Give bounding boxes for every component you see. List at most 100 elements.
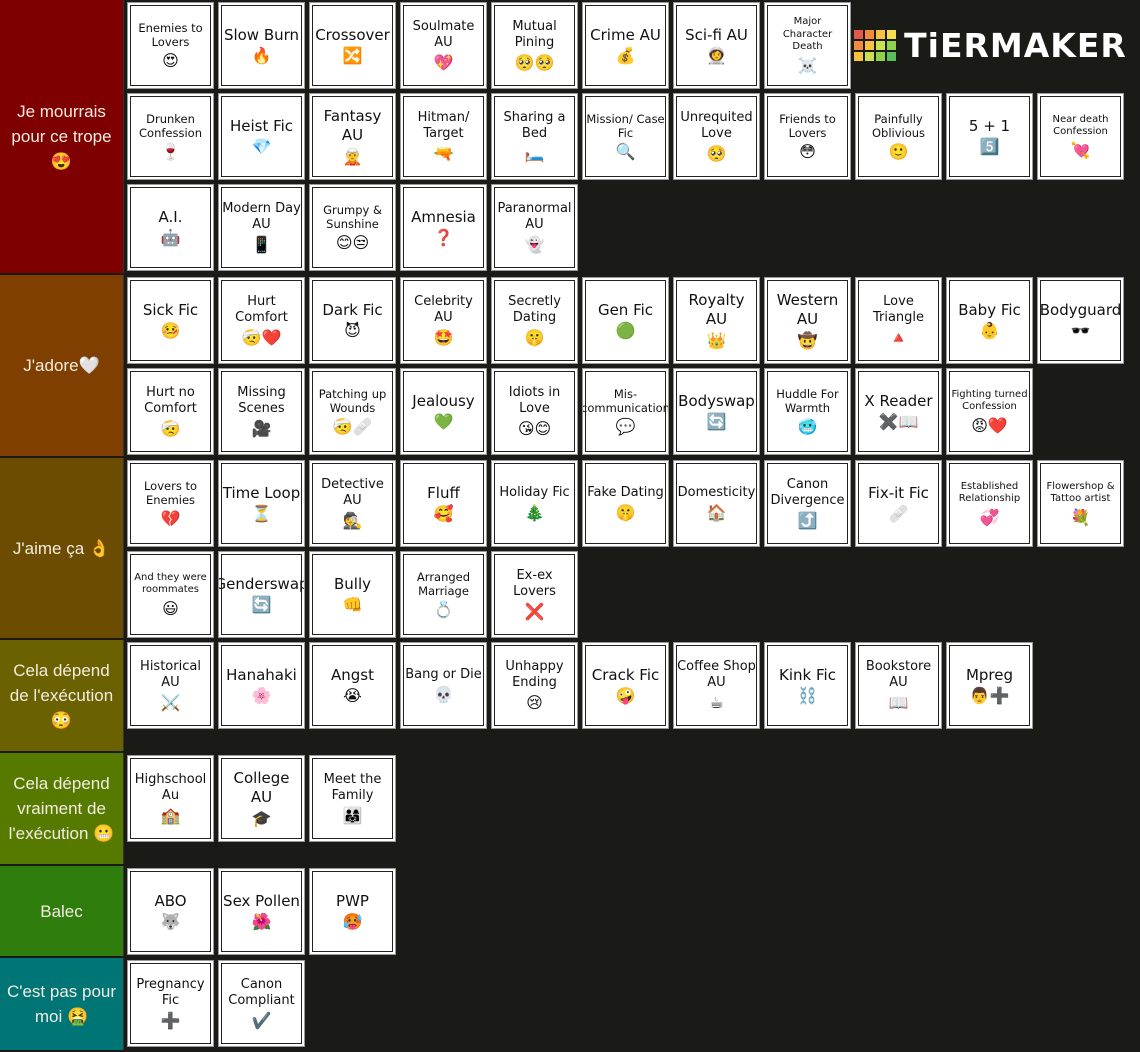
card-text: Enemies to Lovers (138, 20, 203, 49)
card-text: Western AU (776, 291, 839, 328)
trope-card: ABO 🐺 (127, 868, 214, 955)
card-icon: 👊 (342, 595, 363, 615)
trope-card: Sci-fi AU 👩‍🚀 (673, 2, 760, 89)
trope-card: Bodyguard 🕶️ (1037, 277, 1124, 364)
card-text: Amnesia (411, 207, 476, 226)
card-text: Detective AU (321, 476, 384, 508)
card-text: PWP (336, 891, 369, 910)
trope-card: Patching up Wounds 🤕🩹 (309, 368, 396, 455)
card-icon: 🤫 (615, 503, 636, 523)
card-icon: 🕶️ (1070, 321, 1091, 341)
card-text: Bodyguard (1039, 300, 1122, 319)
card-text: Domesticity (677, 484, 756, 500)
card-icon: 😘😊 (517, 419, 552, 439)
card-text: Historical AU (140, 658, 201, 690)
trope-card: Canon Divergence ⤴️ (764, 460, 851, 547)
tier-label: Cela dépend vraiment de l'exécution 😬 (0, 753, 124, 864)
trope-card: Hanahaki 🌸 (218, 642, 305, 729)
card-text: Near death Confession (1052, 113, 1109, 138)
card-text: Bookstore AU (865, 658, 932, 690)
card-text: Grumpy & Sunshine (323, 202, 382, 231)
card-icon: 🥶 (797, 417, 818, 437)
card-icon: 🤩 (433, 328, 454, 348)
card-text: Baby Fic (958, 300, 1021, 319)
tier-label: Je mourrais pour ce trope 😍 (0, 0, 124, 273)
card-text: Heist Fic (229, 116, 294, 135)
card-icon: 👩‍🚀 (706, 46, 727, 66)
trope-card: Amnesia ❓ (400, 184, 487, 271)
card-icon: 🌸 (251, 686, 272, 706)
trope-card: Hurt Comfort 🤕❤️ (218, 277, 305, 364)
tier-row: Cela dépend vraiment de l'exécution 😬 Hig… (0, 753, 1140, 866)
trope-card: Painfully Oblivious 🙂 (855, 93, 942, 180)
card-text: Hurt Comfort (235, 293, 288, 325)
trope-card: Highschool Au 🏫 (127, 755, 214, 842)
card-text: Meet the Family (323, 771, 382, 803)
trope-card: Heist Fic 💎 (218, 93, 305, 180)
card-icon: 🎄 (524, 503, 545, 523)
card-icon: 😭 (343, 686, 362, 706)
card-icon: 🔥 (251, 46, 272, 66)
card-icon: ⤴️ (797, 511, 818, 531)
trope-card: Gen Fic 🟢 (582, 277, 669, 364)
card-icon: 🤒 (160, 321, 181, 341)
tier-label: C'est pas pour moi 🤮 (0, 958, 124, 1050)
card-text: Flowershop & Tattoo artist (1046, 480, 1115, 505)
card-icon: ☕ (709, 693, 724, 713)
card-text: 5 + 1 (968, 116, 1011, 135)
card-icon: 🤖 (160, 228, 181, 248)
card-icon: 🙂 (888, 142, 909, 162)
tier-items: Pregnancy Fic ➕ Canon Compliant ✔️ (124, 958, 1140, 1050)
card-icon: 💚 (433, 412, 454, 432)
trope-card: Secretly Dating 🤫 (491, 277, 578, 364)
card-text: Coffee Shop AU (677, 658, 756, 690)
tier-items: Historical AU ⚔️ Hanahaki 🌸 Angst 😭 Bang or Di… (124, 640, 1140, 751)
card-icon: 👻 (524, 235, 545, 255)
trope-card: Idiots in Love 😘😊 (491, 368, 578, 455)
card-text: Bully (333, 574, 371, 593)
trope-card: Domesticity 🏠 (673, 460, 760, 547)
card-text: X Reader (864, 391, 933, 410)
tier-items: Lovers to Enemies 💔 Time Loop ⏳ Detective AU… (124, 458, 1140, 638)
card-icon: ⚔️ (160, 693, 181, 713)
card-text: Fantasy AU (323, 107, 382, 144)
card-text: Sex Pollen (223, 891, 300, 910)
trope-card: Jealousy 💚 (400, 368, 487, 455)
card-icon: 🔀 (342, 46, 363, 66)
card-text: Sharing a Bed (503, 109, 566, 141)
card-text: Painfully Oblivious (871, 111, 926, 140)
trope-card: Canon Compliant ✔️ (218, 960, 305, 1047)
card-text: College AU (233, 769, 290, 806)
card-text: ABO (154, 891, 187, 910)
card-icon: 🔫 (433, 144, 454, 164)
trope-card: Bully 👊 (309, 551, 396, 638)
card-icon: 🕵️ (342, 511, 363, 531)
card-icon: 🤫 (524, 328, 545, 348)
card-text: Mission/ Case Fic (586, 111, 665, 140)
card-text: Royalty AU (688, 291, 745, 328)
tier-row: Balec ABO 🐺 Sex Pollen 🌺 PWP 🥵 (0, 866, 1140, 958)
trope-card: Mutual Pining 🥺🥺 (491, 2, 578, 89)
card-icon: 😡❤️ (971, 415, 1008, 435)
card-text: Fix-it Fic (868, 483, 929, 502)
card-text: Mis-communication (582, 386, 669, 415)
tier-row: J'adore🤍 Sick Fic 🤒 Hurt Comfort 🤕❤️ Dark Fic… (0, 275, 1140, 458)
logo: TiERMAKER (854, 2, 1126, 89)
trope-card: Fix-it Fic 🩹 (855, 460, 942, 547)
card-icon: 📱 (251, 235, 272, 255)
card-text: Major Character Death (782, 16, 833, 53)
card-icon: 😊😒 (335, 233, 370, 253)
trope-card: Lovers to Enemies 💔 (127, 460, 214, 547)
card-text: Angst (331, 665, 374, 684)
card-icon: 💐 (1070, 507, 1091, 527)
card-icon: 🤕 (160, 419, 181, 439)
card-icon: 🛏️ (524, 144, 545, 164)
tier-items: Enemies to Lovers 😍 Slow Burn 🔥 Crossover 🔀 So… (124, 0, 1140, 273)
trope-card: Arranged Marriage 💍 (400, 551, 487, 638)
trope-card: Bookstore AU 📖 (855, 642, 942, 729)
card-text: Holiday Fic (499, 484, 570, 500)
trope-card: Mis-communication 💬 (582, 368, 669, 455)
trope-card: Modern Day AU 📱 (218, 184, 305, 271)
trope-card: Time Loop ⏳ (218, 460, 305, 547)
tier-row: J'aime ça 👌 Lovers to Enemies 💔 Time Loop ⏳ D… (0, 458, 1140, 640)
